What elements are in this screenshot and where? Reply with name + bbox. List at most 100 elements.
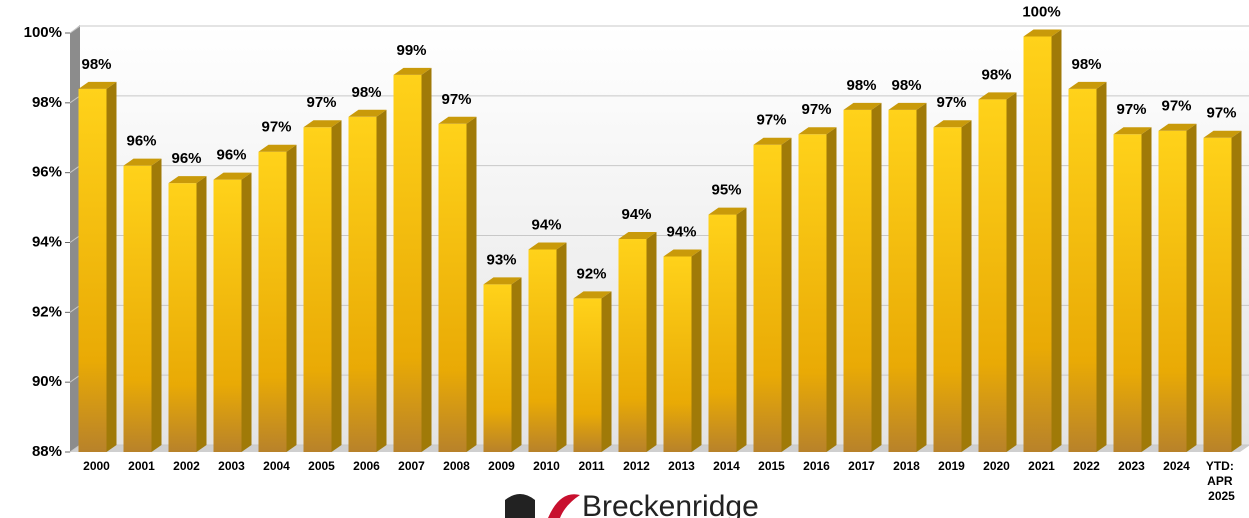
bar-front bbox=[798, 134, 827, 452]
bar-side bbox=[421, 67, 432, 453]
x-tick-label: 2017 bbox=[848, 459, 875, 473]
x-tick-label: 2003 bbox=[218, 459, 245, 473]
bar bbox=[618, 232, 657, 452]
x-tick-label: 2024 bbox=[1163, 459, 1190, 473]
bar bbox=[933, 120, 972, 453]
bar-front bbox=[528, 249, 557, 452]
x-tick-label: 2001 bbox=[128, 459, 155, 473]
bar-front bbox=[933, 127, 962, 453]
bar bbox=[303, 120, 342, 453]
value-label: 94% bbox=[621, 206, 651, 223]
x-tick-label: 2022 bbox=[1073, 459, 1100, 473]
bar bbox=[1203, 130, 1242, 452]
bar-front bbox=[123, 165, 152, 452]
bar-front bbox=[213, 179, 242, 452]
value-label: 93% bbox=[486, 251, 516, 268]
bar-front bbox=[348, 116, 377, 453]
x-tick-label: 2007 bbox=[398, 459, 425, 473]
bar-side bbox=[601, 291, 612, 452]
x-tick-label-line: YTD: bbox=[1206, 459, 1237, 473]
value-label: 98% bbox=[1071, 56, 1101, 73]
bar-side bbox=[1186, 123, 1197, 453]
bar bbox=[528, 242, 567, 452]
bar-top bbox=[708, 207, 747, 215]
bar-side bbox=[286, 144, 297, 452]
bar-top bbox=[933, 120, 972, 128]
bar-front bbox=[843, 109, 872, 453]
value-label: 99% bbox=[396, 42, 426, 59]
x-tick-label: 2004 bbox=[263, 459, 290, 473]
bar-side bbox=[691, 249, 702, 452]
bar bbox=[663, 249, 702, 452]
bar-side bbox=[871, 102, 882, 453]
bar-front bbox=[1023, 36, 1052, 452]
value-label: 94% bbox=[666, 223, 696, 240]
bar bbox=[753, 137, 792, 452]
x-tick-label: 2021 bbox=[1028, 459, 1055, 473]
y-tick-label: 94% bbox=[32, 233, 62, 250]
bar bbox=[888, 102, 927, 453]
bar-front bbox=[753, 144, 782, 452]
y-tick-label: 88% bbox=[32, 443, 62, 460]
bar-side bbox=[1231, 130, 1242, 452]
bar-top bbox=[1023, 29, 1062, 37]
bar-front bbox=[483, 284, 512, 452]
bar-top bbox=[78, 81, 117, 89]
bar-top bbox=[843, 102, 882, 110]
bar-side bbox=[1051, 29, 1062, 452]
value-label: 98% bbox=[891, 77, 921, 94]
bar bbox=[798, 127, 837, 452]
x-tick-label: 2006 bbox=[353, 459, 380, 473]
bar-front bbox=[168, 183, 197, 452]
value-label: 98% bbox=[81, 56, 111, 73]
bar-front bbox=[1203, 137, 1232, 452]
x-tick-label: 2018 bbox=[893, 459, 920, 473]
bar bbox=[213, 172, 252, 452]
bar bbox=[78, 81, 117, 452]
bar-front bbox=[393, 74, 422, 453]
bar-side bbox=[781, 137, 792, 452]
x-tick-label: 2008 bbox=[443, 459, 470, 473]
bar-side bbox=[511, 277, 522, 452]
x-tick-label: 2014 bbox=[713, 459, 740, 473]
bar-front bbox=[978, 99, 1007, 452]
x-tick-label: 2016 bbox=[803, 459, 830, 473]
bar-front bbox=[78, 88, 107, 452]
bar bbox=[708, 207, 747, 452]
bar-top bbox=[483, 277, 522, 285]
value-label: 96% bbox=[171, 150, 201, 167]
value-label: 98% bbox=[981, 66, 1011, 83]
bar-front bbox=[438, 123, 467, 453]
value-label: 97% bbox=[801, 101, 831, 118]
bar bbox=[978, 92, 1017, 452]
bar-top bbox=[528, 242, 567, 250]
bar-front bbox=[888, 109, 917, 453]
bar-top bbox=[213, 172, 252, 180]
value-label: 97% bbox=[441, 91, 471, 108]
bar bbox=[168, 176, 207, 452]
bar-top bbox=[303, 120, 342, 128]
bar bbox=[1113, 127, 1152, 452]
y-tick-label: 98% bbox=[32, 94, 62, 111]
bar-side bbox=[1006, 92, 1017, 452]
x-tick-label: 2011 bbox=[578, 459, 604, 473]
y-tick-label: 100% bbox=[24, 24, 62, 41]
bar-front bbox=[663, 256, 692, 452]
logo-icon bbox=[505, 494, 535, 518]
bar-side bbox=[331, 120, 342, 453]
bar bbox=[843, 102, 882, 453]
bar-top bbox=[1113, 127, 1152, 135]
x-tick-label: 2009 bbox=[488, 459, 515, 473]
x-tick-label: 2020 bbox=[983, 459, 1010, 473]
bar-front bbox=[708, 214, 737, 452]
value-label: 92% bbox=[576, 265, 606, 282]
x-tick-label-line: 2025 bbox=[1208, 489, 1235, 503]
bar-side bbox=[556, 242, 567, 452]
bar-front bbox=[303, 127, 332, 453]
bar-side bbox=[826, 127, 837, 452]
bar-top bbox=[753, 137, 792, 145]
value-label: 96% bbox=[126, 133, 156, 150]
value-label: 97% bbox=[756, 112, 786, 129]
value-label: 100% bbox=[1022, 3, 1060, 20]
